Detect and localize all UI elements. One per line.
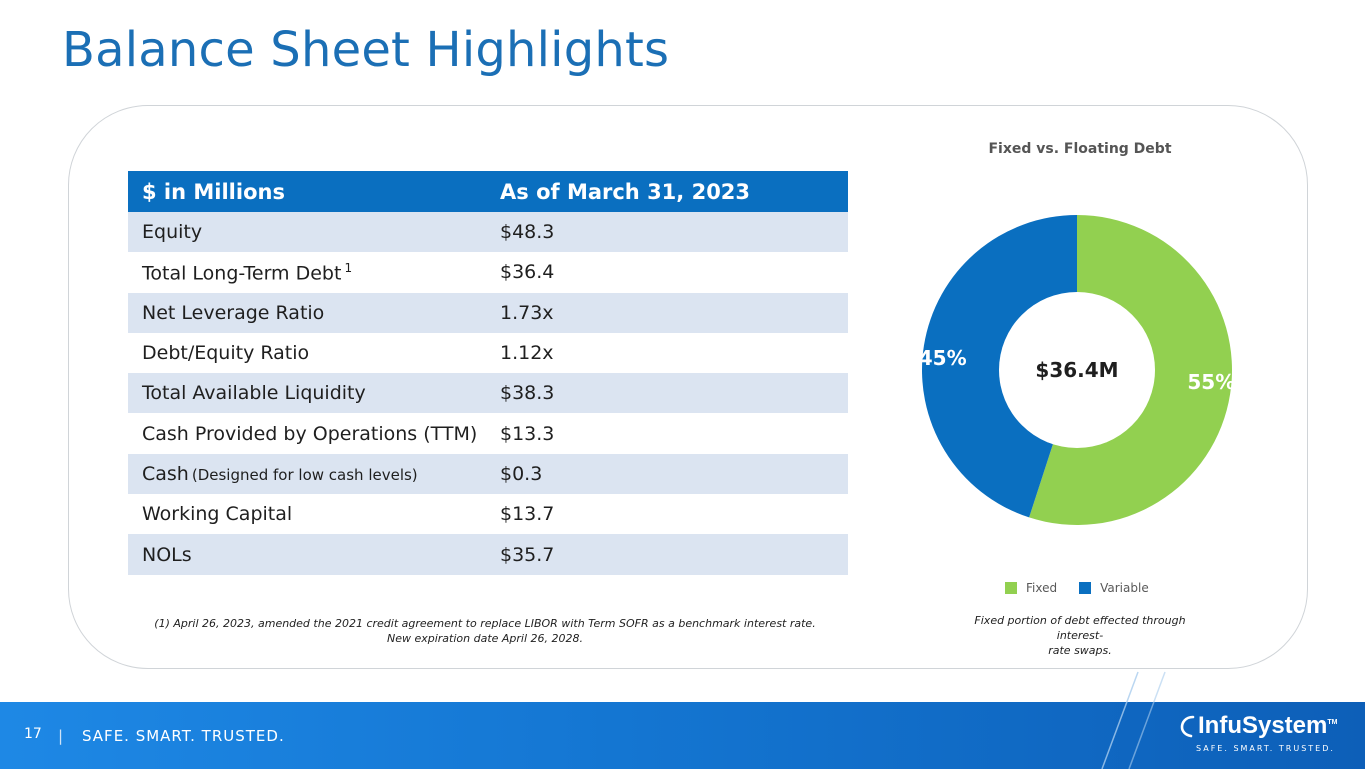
table-row: Total Long-Term Debt 1 $36.4	[128, 252, 848, 292]
row-value: $0.3	[486, 453, 848, 495]
page-number: 17	[24, 726, 42, 742]
table-header-label: $ in Millions	[128, 171, 486, 212]
legend-label-fixed: Fixed	[1026, 581, 1058, 595]
row-value: $35.7	[486, 534, 848, 575]
row-label: Net Leverage Ratio	[128, 292, 486, 333]
slice-label-fixed: 55%	[1187, 370, 1235, 394]
chart-title: Fixed vs. Floating Debt	[988, 141, 1172, 157]
legend-swatch-fixed	[1005, 582, 1017, 594]
table-row: NOLs $35.7	[128, 534, 848, 575]
chart-footnote: Fixed portion of debt effected through i…	[950, 613, 1210, 658]
logo-name: InfuSystemTM	[1198, 712, 1338, 739]
balance-sheet-table: $ in Millions As of March 31, 2023 Equit…	[128, 171, 848, 575]
row-value: $13.7	[500, 503, 555, 526]
table-row: Cash Provided by Operations (TTM) $13.3	[128, 413, 848, 453]
row-value: 1.73x	[486, 292, 848, 333]
row-value: $48.3	[486, 212, 848, 253]
row-value: $13.3	[500, 422, 555, 445]
donut-center-label: $36.4M	[1035, 358, 1118, 382]
row-label-note: (Designed for low cash levels)	[191, 465, 418, 484]
row-label: Debt/Equity Ratio	[142, 342, 310, 365]
legend-item-fixed: Fixed	[1005, 581, 1057, 595]
table-header-date: As of March 31, 2023	[486, 171, 848, 212]
row-value: $36.4	[500, 261, 555, 284]
row-label: Total Long-Term Debt 1	[128, 252, 486, 292]
row-value: 1.12x	[500, 342, 554, 365]
row-label: Cash Provided by Operations (TTM)	[142, 422, 478, 445]
slice-label-variable: 45%	[919, 346, 967, 370]
chart-legend: Fixed Variable	[1005, 581, 1171, 595]
row-label: Total Available Liquidity	[128, 373, 486, 414]
table-footnote-line2: New expiration date April 26, 2028.	[386, 632, 584, 645]
table-row: Working Capital $13.7	[128, 494, 848, 534]
chart-footnote-line2: rate swaps.	[1048, 644, 1112, 657]
footer-separator: |	[58, 727, 64, 745]
row-label: Working Capital	[142, 503, 293, 526]
legend-item-variable: Variable	[1079, 581, 1149, 595]
legend-label-variable: Variable	[1100, 581, 1149, 595]
logo-tagline: SAFE. SMART. TRUSTED.	[1196, 744, 1335, 753]
footnote-marker: 1	[344, 260, 353, 275]
table-row: Net Leverage Ratio 1.73x	[128, 292, 848, 333]
row-label-text: Total Long-Term Debt	[142, 262, 342, 285]
table-row: Cash (Designed for low cash levels) $0.3	[128, 453, 848, 495]
logo-mark-icon	[1180, 715, 1195, 738]
table-row: Equity $48.3	[128, 212, 848, 253]
donut-hole	[999, 292, 1155, 448]
page-title: Balance Sheet Highlights	[62, 22, 670, 78]
table-footnote-line1: (1) April 26, 2023, amended the 2021 cre…	[154, 617, 816, 630]
row-label: Cash (Designed for low cash levels)	[128, 453, 486, 495]
row-label: Equity	[128, 212, 486, 253]
debt-donut-chart: $36.4M 55% 45%	[919, 215, 1235, 525]
table-header-row: $ in Millions As of March 31, 2023	[128, 171, 848, 212]
table-row: Total Available Liquidity $38.3	[128, 373, 848, 414]
row-value: $38.3	[486, 373, 848, 414]
row-label: NOLs	[128, 534, 486, 575]
legend-swatch-variable	[1079, 582, 1092, 594]
table-row: Debt/Equity Ratio 1.12x	[128, 333, 848, 373]
chart-footnote-line1: Fixed portion of debt effected through i…	[974, 614, 1186, 642]
footer-tagline: SAFE. SMART. TRUSTED.	[82, 727, 285, 745]
infusystem-logo: InfuSystemTM SAFE. SMART. TRUSTED.	[1176, 712, 1337, 760]
row-label-text: Cash	[142, 462, 189, 485]
table-footnote: (1) April 26, 2023, amended the 2021 cre…	[130, 616, 840, 646]
